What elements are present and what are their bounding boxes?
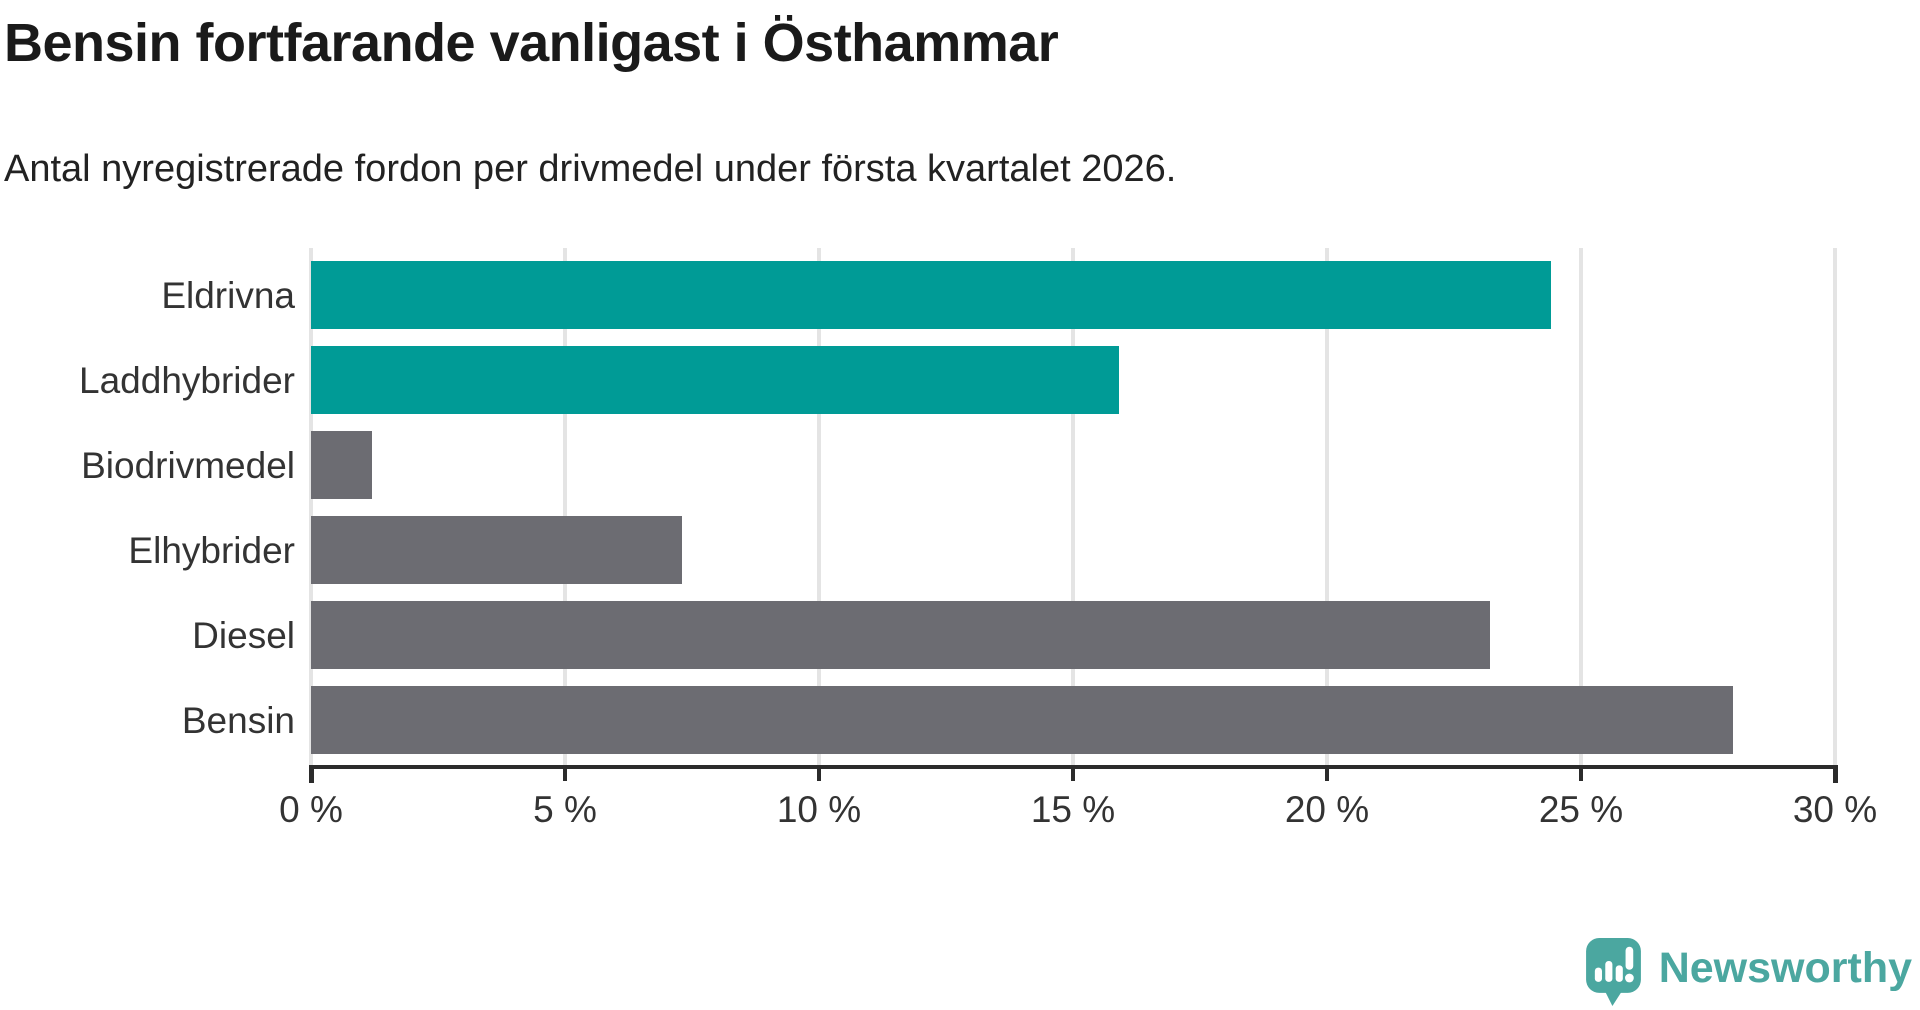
gridline-10 [817,248,821,765]
newsworthy-speech-bubble-chart-icon [1585,938,1641,1006]
bar-diesel [311,600,1490,669]
x-tick-label-10: 10 % [776,789,862,830]
category-label-laddhybrider: Laddhybrider [79,359,295,401]
x-tick-label-20: 20 % [1284,789,1370,830]
bar-chart-plot-area [309,248,1837,765]
chart-title: Bensin fortfarande vanligast i Östhammar [4,13,1059,73]
bar-biodrivmedel [311,430,372,499]
x-tick-25 [1579,765,1583,781]
x-tick-5 [563,765,567,781]
x-tick-label-5: 5 % [533,789,597,830]
category-label-elhybrider: Elhybrider [128,529,295,571]
x-tick-20 [1325,765,1329,781]
bar-eldrivna [311,261,1551,329]
newsworthy-logo: Newsworthy [1585,938,1912,1006]
gridline-15 [1071,248,1075,765]
gridline-20 [1325,248,1329,765]
bar-elhybrider [311,515,682,584]
x-tick-30 [1832,765,1838,783]
x-tick-label-30: 30 % [1792,789,1878,830]
category-label-diesel: Diesel [192,614,295,656]
gridline-5 [563,248,567,765]
x-tick-15 [1071,765,1075,781]
bar-bensin [311,685,1734,754]
bar-laddhybrider [311,345,1119,414]
gridline-25 [1579,248,1583,765]
gridline-0 [309,248,313,765]
category-label-biodrivmedel: Biodrivmedel [81,444,295,486]
x-tick-label-25: 25 % [1538,789,1624,830]
x-tick-10 [817,765,821,781]
gridline-30 [1833,248,1837,765]
x-tick-label-0: 0 % [279,789,343,830]
x-tick-0 [308,765,314,783]
chart-subtitle: Antal nyregistrerade fordon per drivmede… [4,148,1177,190]
x-tick-label-15: 15 % [1030,789,1116,830]
brand-name: Newsworthy [1658,943,1912,992]
category-label-eldrivna: Eldrivna [161,275,295,316]
category-label-bensin: Bensin [181,699,295,741]
